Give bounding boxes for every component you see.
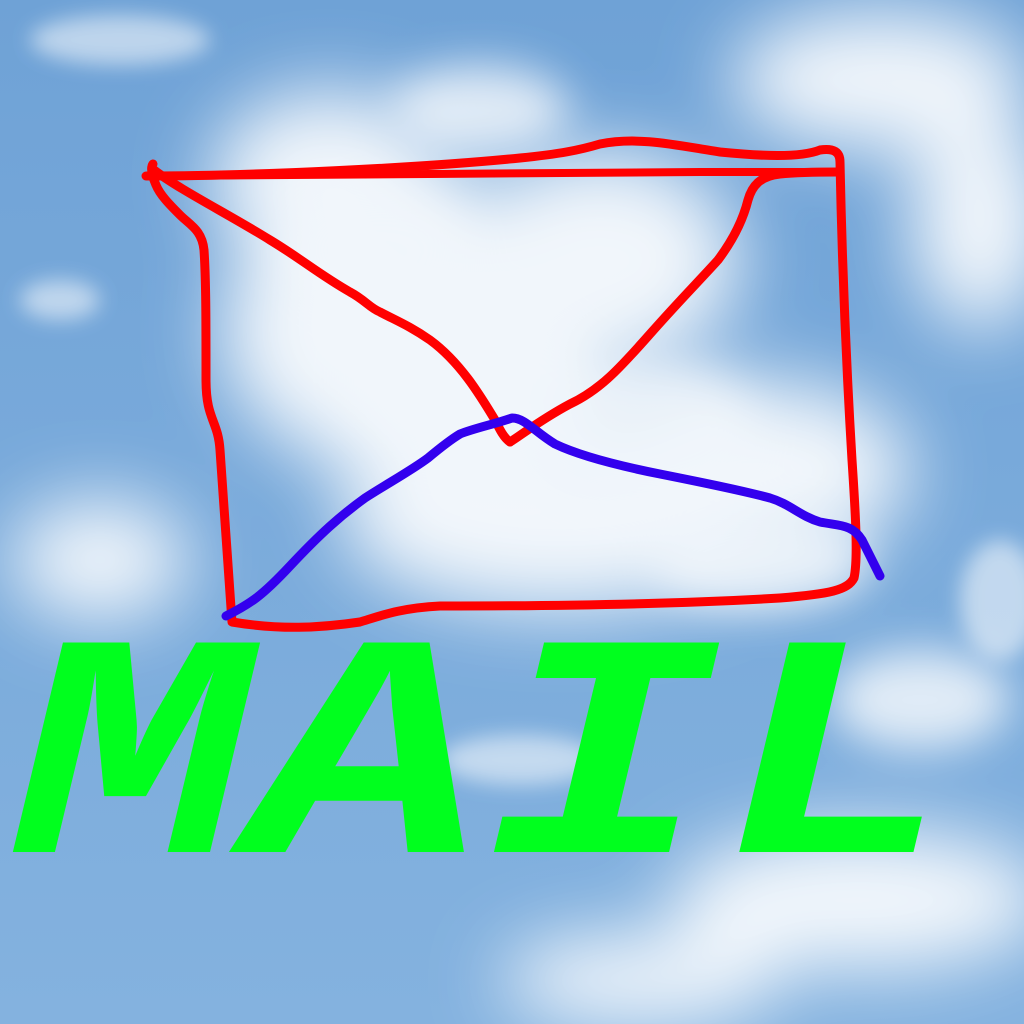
clouds <box>10 10 1024 1024</box>
envelope-flap-right <box>505 167 843 447</box>
envelope-flap-left <box>149 165 515 447</box>
mail-label: MAIL <box>8 588 954 948</box>
envelope-top-edge <box>146 167 842 180</box>
envelope-outline <box>141 136 861 632</box>
envelope-flap-bottom <box>221 413 885 621</box>
envelope-icon <box>141 136 885 632</box>
cloud-wisps <box>20 15 1024 785</box>
